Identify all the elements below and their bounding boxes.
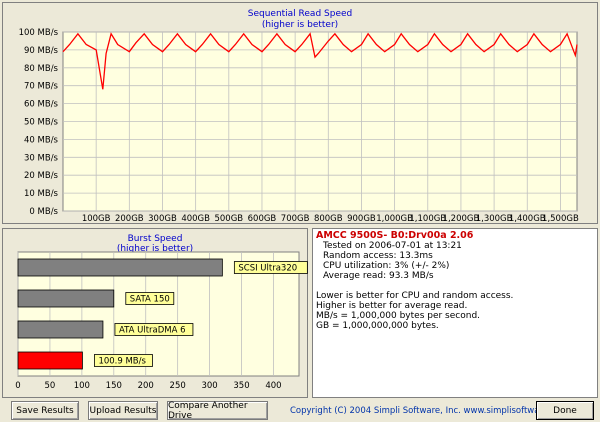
seq-x-tick-label: 1,500GB bbox=[542, 214, 579, 224]
burst-bar bbox=[17, 289, 115, 308]
cpu-utilization: CPU utilization: 3% (+/- 2%) bbox=[323, 261, 450, 271]
burst-bar-label-box bbox=[233, 261, 308, 274]
burst-x-tick-label: 50 bbox=[45, 381, 56, 391]
sequential-read-chart: 100 MB/s 90 MB/s 80 MB/s 70 MB/s 60 MB/s 50 M… bbox=[19, 28, 579, 224]
seq-x-tick-label: 100GB bbox=[82, 214, 111, 224]
burst-bar-label-box bbox=[125, 292, 175, 305]
burst-x-tick-label: 100 bbox=[74, 381, 90, 391]
burst-bar-label-box bbox=[114, 323, 194, 336]
seq-x-tick-label: 200GB bbox=[115, 214, 144, 224]
drive-name: AMCC 9500S- B0:Drv00a 2.06 bbox=[316, 230, 474, 241]
seq-x-tick-label: 1,100GB bbox=[409, 214, 446, 224]
burst-title: Burst Speed bbox=[127, 234, 183, 244]
seq-y-tick-label: 10 MB/s bbox=[24, 189, 59, 199]
seq-y-tick-label: 70 MB/s bbox=[24, 82, 59, 92]
burst-x-tick-label: 250 bbox=[170, 381, 186, 391]
seq-x-tick-label: 1,200GB bbox=[443, 214, 480, 224]
copyright-text: Copyright (C) 2004 Simpli Software, Inc.… bbox=[290, 406, 569, 416]
random-access: Random access: 13.3ms bbox=[323, 251, 433, 261]
burst-bar-label: 100.9 MB/s bbox=[98, 357, 146, 367]
note-higher-better: Higher is better for average read. bbox=[316, 301, 468, 311]
average-read: Average read: 93.3 MB/s bbox=[323, 271, 434, 281]
burst-subtitle: (higher is better) bbox=[116, 244, 194, 254]
burst-x-tick-label: 200 bbox=[138, 381, 154, 391]
seq-y-tick-label: 40 MB/s bbox=[24, 135, 59, 145]
upload-results-button[interactable]: Upload Results bbox=[88, 401, 158, 420]
burst-x-tick-label: 400 bbox=[265, 381, 281, 391]
done-button[interactable]: Done bbox=[536, 401, 594, 420]
burst-bar bbox=[17, 351, 83, 370]
seq-x-tick-label: 700GB bbox=[281, 214, 310, 224]
burst-bar-label: ATA UltraDMA 6 bbox=[119, 326, 186, 336]
burst-bar-label: SATA 150 bbox=[130, 295, 170, 305]
burst-bar bbox=[17, 258, 223, 277]
test-date: Tested on 2006-07-01 at 13:21 bbox=[323, 241, 462, 251]
seq-y-tick-label: 60 MB/s bbox=[24, 100, 59, 110]
burst-x-tick-label: 150 bbox=[106, 381, 122, 391]
seq-title: Sequential Read Speed bbox=[247, 9, 353, 19]
compare-another-drive-button[interactable]: Compare Another Drive bbox=[167, 401, 268, 421]
seq-x-tick-label: 600GB bbox=[248, 214, 277, 224]
burst-bar-label-box bbox=[94, 354, 153, 367]
seq-y-tick-label: 80 MB/s bbox=[24, 64, 59, 74]
burst-x-tick-label: 0 bbox=[15, 381, 20, 391]
seq-series-line bbox=[62, 32, 578, 90]
drive-info-panel: AMCC 9500S- B0:Drv00a 2.06 Tested on 200… bbox=[312, 228, 598, 398]
seq-y-tick-label: 50 MB/s bbox=[24, 118, 59, 128]
seq-x-tick-label: 800GB bbox=[314, 214, 343, 224]
seq-y-tick-label: 20 MB/s bbox=[24, 171, 59, 181]
seq-x-tick-label: 300GB bbox=[148, 214, 177, 224]
seq-y-tick-label: 0 MB/s bbox=[29, 207, 58, 217]
seq-x-tick-label: 500GB bbox=[214, 214, 243, 224]
seq-y-tick-label: 100 MB/s bbox=[19, 28, 59, 38]
burst-bar bbox=[17, 320, 104, 339]
seq-x-tick-label: 1,300GB bbox=[476, 214, 513, 224]
burst-x-tick-label: 300 bbox=[201, 381, 217, 391]
seq-x-tick-label: 900GB bbox=[347, 214, 376, 224]
note-lower-better: Lower is better for CPU and random acces… bbox=[316, 291, 514, 301]
seq-x-tick-label: 1,000GB bbox=[376, 214, 413, 224]
burst-x-tick-label: 350 bbox=[233, 381, 249, 391]
burst-bar-label: SCSI Ultra320 bbox=[238, 264, 297, 274]
seq-y-tick-label: 30 MB/s bbox=[24, 153, 59, 163]
seq-x-tick-label: 1,400GB bbox=[509, 214, 546, 224]
note-mbs-definition: MB/s = 1,000,000 bytes per second. bbox=[316, 311, 481, 321]
burst-speed-chart: 0 50 100 150 200 250 300 350 400 SCSI Ultra320 SA… bbox=[15, 251, 308, 391]
note-gb-definition: GB = 1,000,000,000 bytes. bbox=[316, 321, 439, 331]
seq-y-tick-label: 90 MB/s bbox=[24, 46, 59, 56]
seq-x-tick-label: 400GB bbox=[181, 214, 210, 224]
seq-subtitle: (higher is better) bbox=[261, 20, 339, 30]
save-results-button[interactable]: Save Results bbox=[11, 401, 79, 420]
